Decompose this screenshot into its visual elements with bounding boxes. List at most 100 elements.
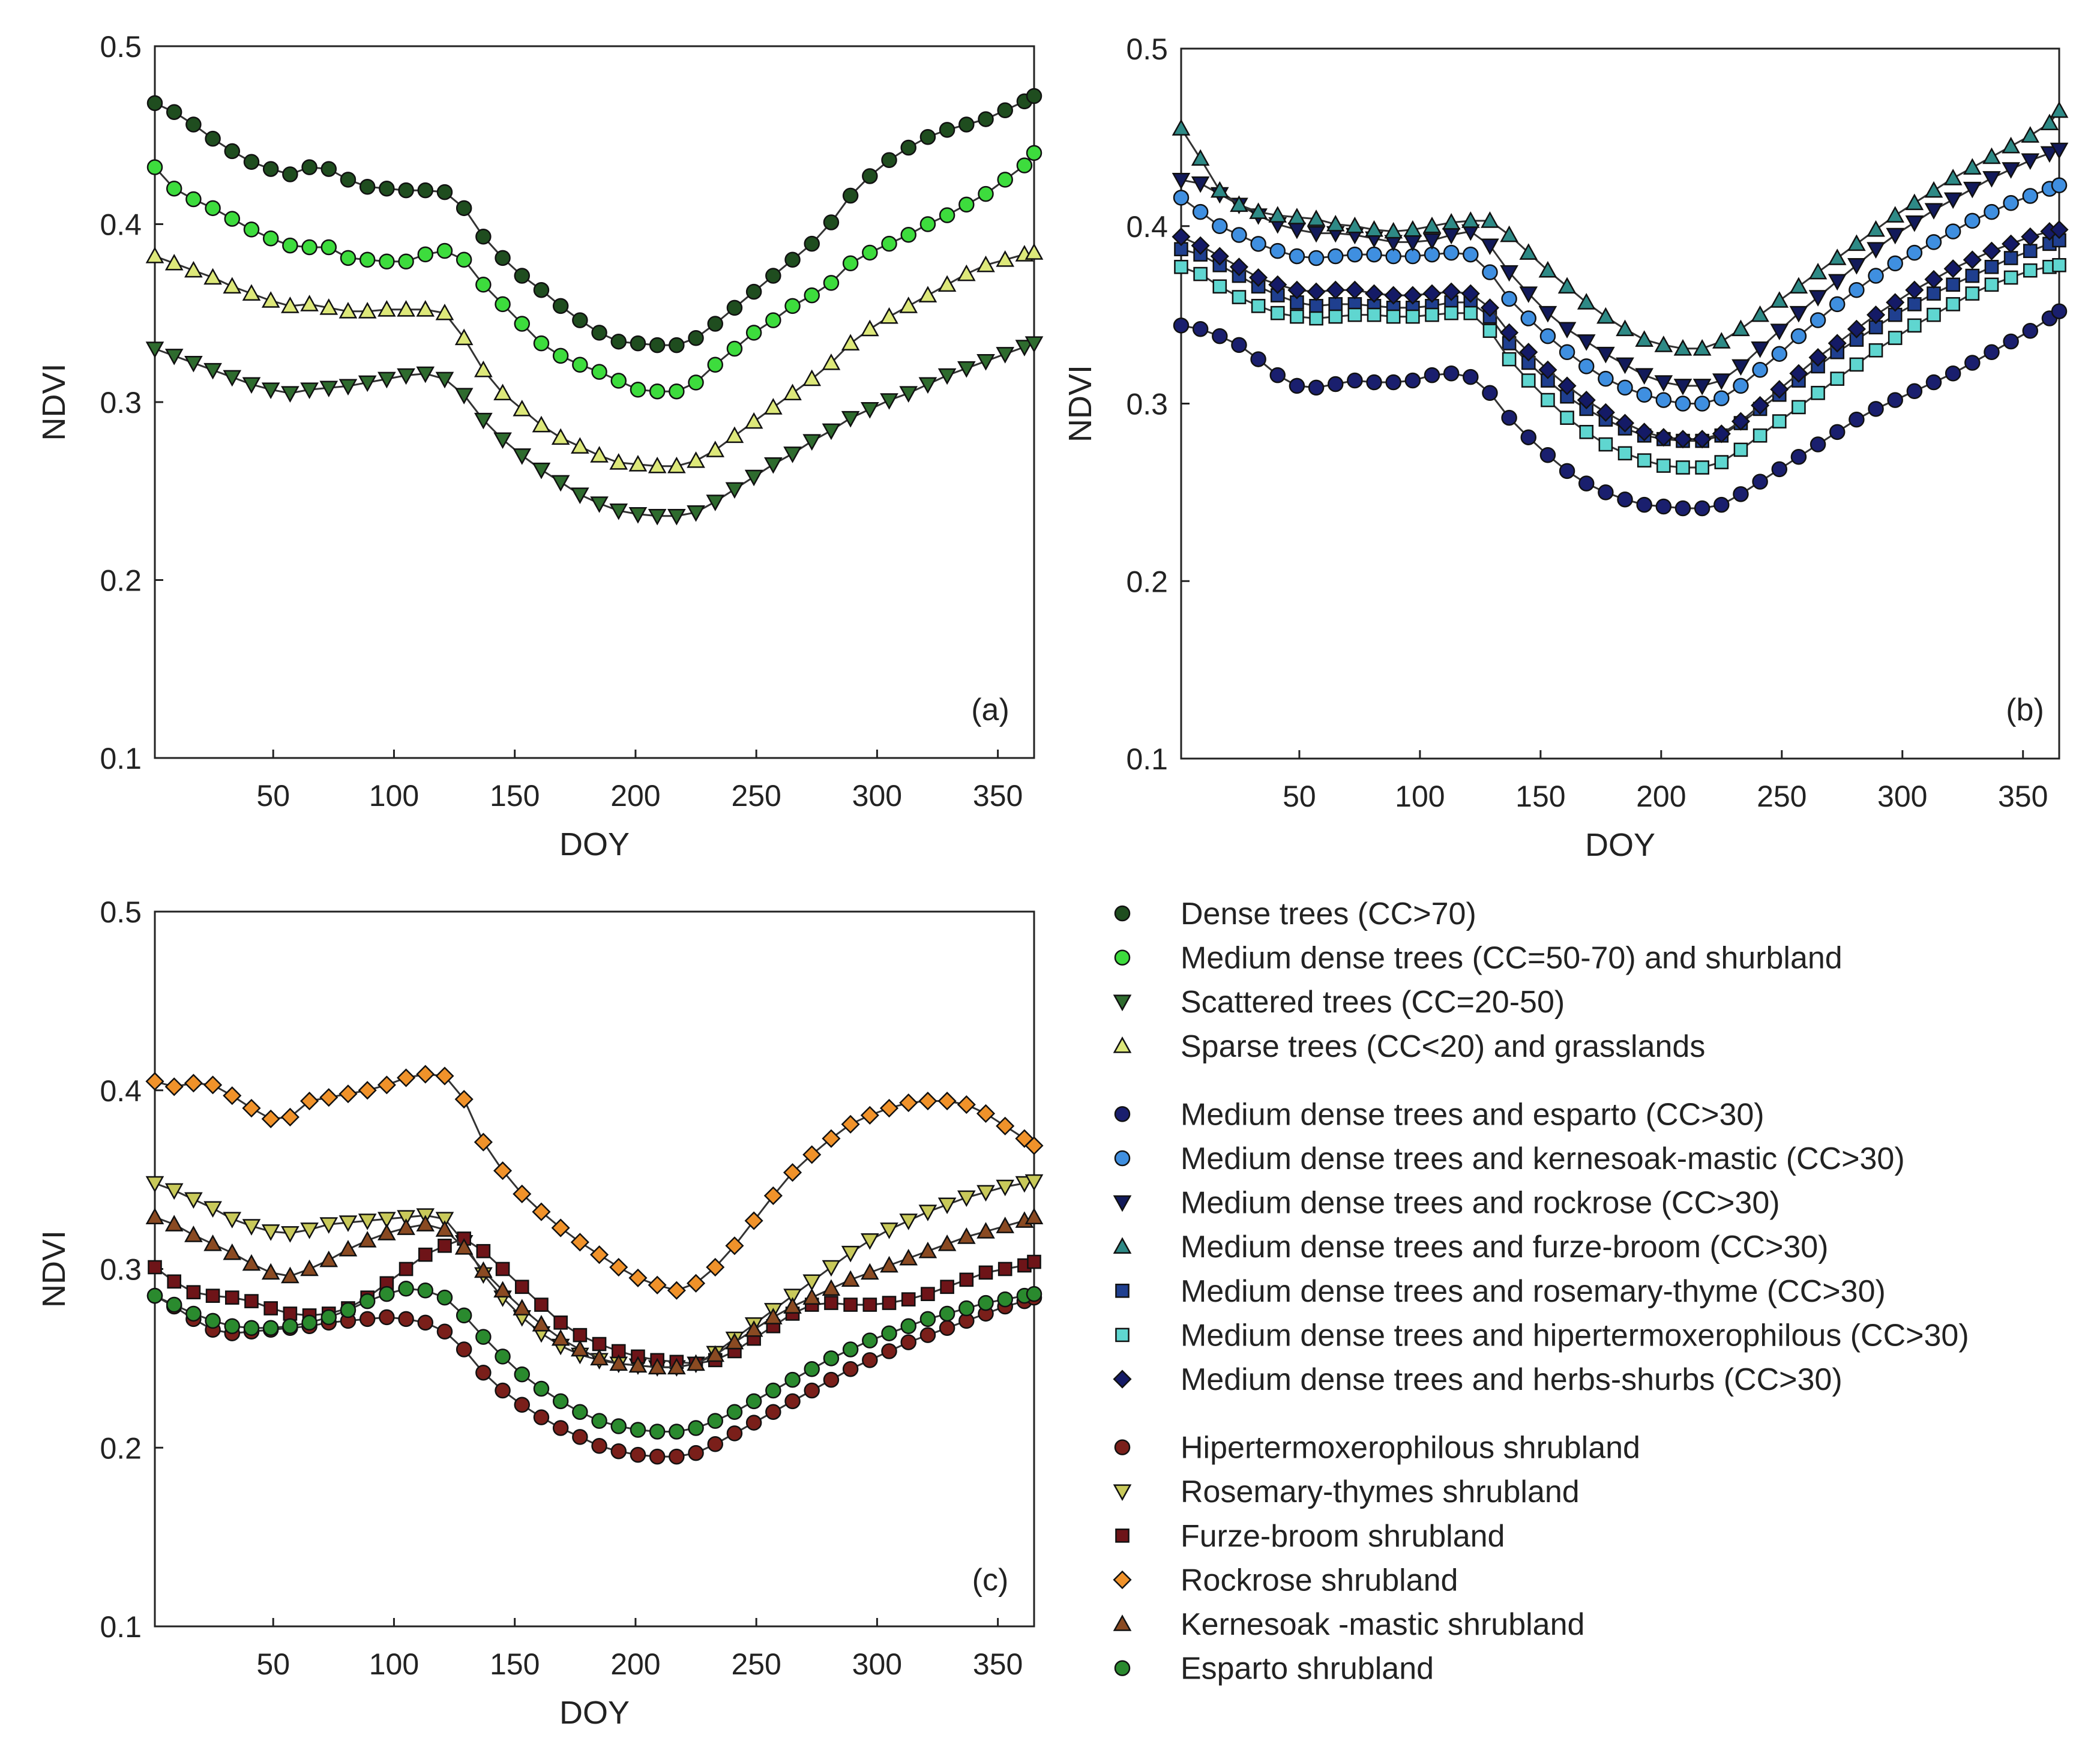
data-point [572, 356, 588, 373]
data-point [145, 1207, 164, 1224]
y-tick-label: 0.1 [100, 1610, 142, 1644]
legend-label: Medium dense trees and rosemary-thyme (C… [1181, 1274, 1886, 1309]
data-point [1676, 460, 1690, 475]
y-tick-label: 0.4 [1126, 210, 1168, 244]
data-point [1673, 339, 1692, 356]
data-point [416, 1215, 435, 1231]
data-point [1364, 284, 1384, 303]
legend-label: Dense trees (CC>70) [1181, 897, 1476, 931]
data-point [242, 284, 261, 301]
x-tick-label: 100 [369, 1647, 419, 1681]
data-point [687, 451, 705, 468]
data-point [823, 1350, 840, 1367]
data-point [1829, 296, 1846, 313]
y-tick-label: 0.1 [1126, 742, 1168, 776]
legend-label: Medium dense trees and furze-broom (CC>3… [1181, 1230, 1828, 1264]
data-point [919, 1311, 936, 1328]
data-point [880, 393, 898, 410]
data-point [301, 1314, 317, 1331]
data-point [1557, 322, 1577, 339]
data-point [493, 1161, 513, 1180]
data-point [1943, 192, 1963, 209]
data-point [1829, 424, 1846, 441]
data-point [1616, 319, 1634, 337]
data-point [319, 380, 338, 398]
data-point [1810, 436, 1826, 453]
data-point [957, 1095, 976, 1114]
data-point [802, 1145, 822, 1164]
data-point [1250, 236, 1266, 252]
data-point [2002, 234, 2021, 253]
data-point [667, 1358, 686, 1375]
data-point [842, 1341, 859, 1358]
data-point [1579, 425, 1594, 439]
data-point [919, 216, 936, 232]
data-point [1617, 491, 1633, 508]
data-point [628, 455, 648, 472]
data-point [1026, 1285, 1042, 1302]
x-tick-label: 200 [610, 1647, 660, 1681]
data-point [242, 1098, 261, 1118]
data-point [571, 437, 589, 454]
data-point [1287, 208, 1307, 224]
data-point [1635, 330, 1654, 347]
data-point [320, 239, 337, 256]
data-point [1733, 442, 1748, 457]
data-point [937, 1234, 957, 1251]
legend-item: Medium dense trees and esparto (CC>30) [1114, 1097, 1765, 1132]
data-point [340, 250, 357, 266]
data-point [862, 168, 878, 184]
legend-item: Medium dense trees and rockrose (CC>30) [1113, 1186, 1780, 1221]
data-point [416, 300, 435, 317]
data-point [1849, 411, 1865, 428]
data-point [2022, 322, 2039, 339]
data-point [1366, 374, 1382, 391]
data-point [435, 1220, 454, 1237]
data-point [900, 139, 916, 156]
data-point [1789, 277, 1808, 294]
data-point [824, 1296, 838, 1310]
data-point [223, 1086, 242, 1105]
data-point [783, 383, 802, 400]
chart-panel-c: 0.1 0.2 0.3 0.4 0.5 50 100 150 200 250 300 350 DOY ND… [36, 895, 1044, 1731]
data-point [841, 1245, 860, 1263]
legend-label: Rosemary-thymes shrubland [1181, 1475, 1580, 1509]
data-point [2040, 146, 2059, 163]
data-point [1024, 1207, 1044, 1224]
data-point [1906, 244, 1923, 261]
data-point [148, 1260, 162, 1275]
data-point [145, 247, 164, 263]
data-point [261, 382, 280, 400]
data-point [1519, 243, 1538, 260]
data-point [649, 1424, 666, 1440]
data-point [726, 299, 743, 316]
legend-label: Hipertermoxerophilous shrubland [1181, 1431, 1640, 1466]
data-point [572, 1404, 588, 1420]
data-point [1771, 461, 1788, 478]
data-point [1867, 220, 1885, 237]
series-3 [145, 336, 1044, 526]
data-point [436, 184, 453, 200]
data-point [1406, 309, 1420, 324]
data-point [1888, 331, 1903, 345]
data-point [957, 1227, 976, 1244]
legend-item: Medium dense trees and furze-broom (CC>3… [1113, 1230, 1828, 1264]
data-point [1984, 344, 2000, 360]
data-point [823, 214, 840, 230]
data-point [2003, 333, 2019, 350]
data-point [862, 1332, 878, 1349]
data-point [1731, 412, 1751, 431]
data-point [744, 412, 763, 429]
data-point [1847, 234, 1866, 251]
data-point [398, 1281, 414, 1297]
data-point [552, 347, 569, 364]
data-point [1016, 157, 1033, 173]
series-line [154, 251, 1035, 468]
panel-label: (b) [2006, 693, 2044, 727]
data-point [282, 237, 298, 254]
data-point [591, 325, 607, 341]
data-point [667, 1281, 686, 1300]
data-point [532, 462, 551, 480]
data-point [841, 334, 860, 350]
data-point [572, 312, 588, 328]
